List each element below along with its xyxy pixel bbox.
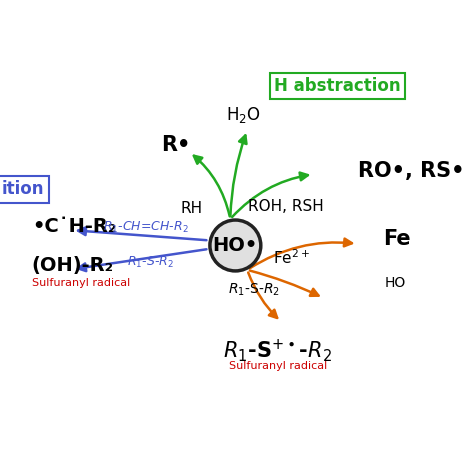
Text: •C˙H-R₂: •C˙H-R₂ [32, 217, 116, 237]
Text: Fe$^{2+}$: Fe$^{2+}$ [273, 248, 310, 267]
Text: (OH)-R₂: (OH)-R₂ [32, 256, 114, 275]
Text: $R_1$-S$^{+\bullet}$-$R_2$: $R_1$-S$^{+\bullet}$-$R_2$ [223, 337, 332, 364]
Text: HO•: HO• [213, 236, 258, 255]
Text: $R_1$-S-$R_2$: $R_1$-S-$R_2$ [228, 282, 280, 299]
Text: Sulfuranyl radical: Sulfuranyl radical [32, 278, 130, 288]
Text: $R_1$-CH=CH-$R_2$: $R_1$-CH=CH-$R_2$ [102, 220, 188, 236]
Text: Sulfuranyl radical: Sulfuranyl radical [228, 361, 327, 371]
Text: ROH, RSH: ROH, RSH [248, 199, 324, 214]
Text: Fe: Fe [383, 228, 410, 249]
Text: R•: R• [161, 136, 191, 155]
Text: H abstraction: H abstraction [274, 77, 401, 95]
Circle shape [210, 220, 261, 271]
Text: RH: RH [180, 201, 202, 216]
Text: ition: ition [2, 181, 45, 199]
Text: HO: HO [385, 276, 406, 290]
Text: H$_2$O: H$_2$O [227, 105, 261, 125]
Text: $R_1$-S-$R_2$: $R_1$-S-$R_2$ [127, 255, 174, 270]
Text: RO•, RS•: RO•, RS• [357, 161, 464, 181]
